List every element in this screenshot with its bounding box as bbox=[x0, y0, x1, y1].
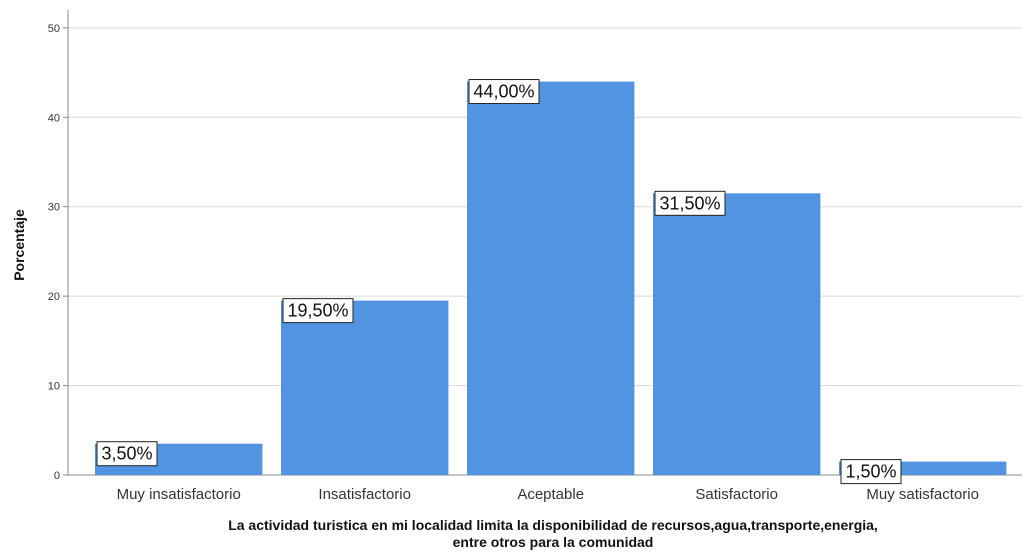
data-label-0: 3,50% bbox=[101, 444, 152, 464]
data-label-box-1 bbox=[282, 298, 354, 324]
data-label-box-2 bbox=[468, 79, 540, 105]
y-tick-label-10: 10 bbox=[48, 381, 60, 393]
y-tick-label-50: 50 bbox=[48, 23, 60, 35]
y-axis-ticks: 0 10 20 30 40 50 bbox=[48, 23, 68, 482]
y-tick-label-0: 0 bbox=[54, 470, 60, 482]
category-label-4: Muy satisfactorio bbox=[866, 486, 979, 503]
category-label-3: Satisfactorio bbox=[695, 486, 778, 503]
data-label-box-3 bbox=[654, 190, 726, 216]
category-label-1: Insatisfactorio bbox=[318, 486, 411, 503]
data-label-2: 44,00% bbox=[473, 82, 534, 102]
bars-layer bbox=[95, 81, 1007, 476]
data-label-box-0 bbox=[96, 441, 158, 467]
data-label-box-4 bbox=[840, 459, 902, 485]
bar-1 bbox=[281, 300, 449, 475]
bar-3 bbox=[653, 193, 821, 475]
x-axis-label-line-2: entre otros para la comunidad bbox=[453, 534, 654, 550]
category-label-2: Aceptable bbox=[517, 486, 584, 503]
category-label-0: Muy insatisfactorio bbox=[117, 486, 241, 503]
y-tick-label-40: 40 bbox=[48, 112, 60, 124]
y-axis-label: Porcentaje bbox=[11, 209, 27, 281]
y-tick-label-20: 20 bbox=[48, 291, 60, 303]
data-label-4: 1,50% bbox=[845, 462, 896, 482]
data-label-3: 31,50% bbox=[659, 193, 720, 213]
data-label-1: 19,50% bbox=[287, 301, 348, 321]
bar-2 bbox=[467, 81, 635, 476]
category-labels: Muy insatisfactorio Insatisfactorio Acepta… bbox=[117, 486, 979, 503]
x-axis-label-line-1: La actividad turistica en mi localidad l… bbox=[228, 517, 878, 533]
data-labels: 3,50% 19,50% 44,00% 31,50% 1,50% bbox=[96, 79, 902, 485]
y-tick-label-30: 30 bbox=[48, 202, 60, 214]
